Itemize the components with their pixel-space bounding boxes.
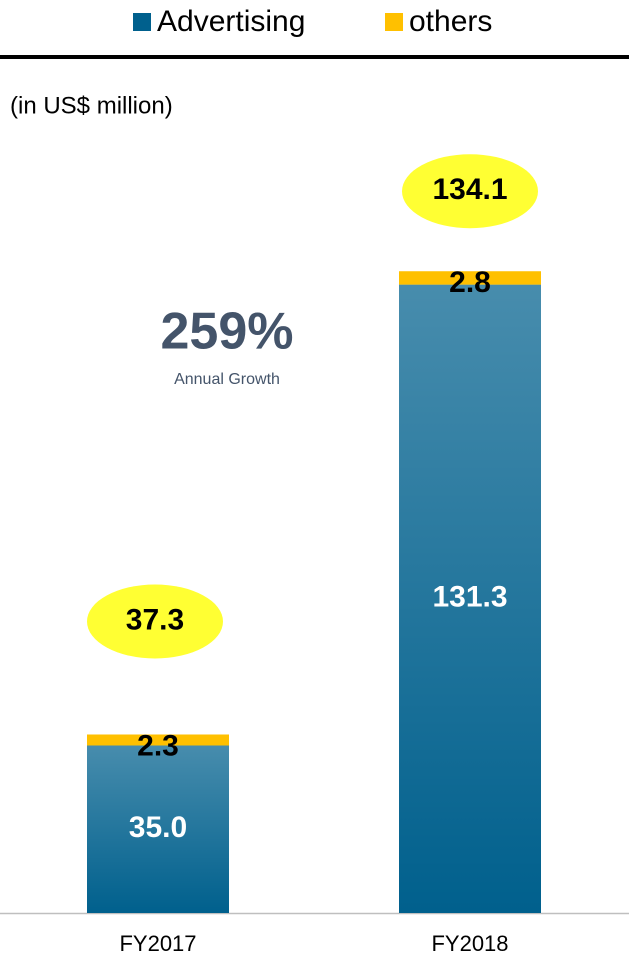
data-label: 2.3: [137, 729, 179, 762]
legend-label: Advertising: [157, 5, 305, 38]
data-label: 35.0: [129, 811, 187, 844]
bar-segment: [87, 734, 229, 746]
legend-swatch: [385, 13, 403, 31]
legend-label: others: [409, 5, 492, 38]
bar-shade: [399, 284, 541, 913]
x-tick-label: FY2018: [431, 931, 508, 956]
data-label: 2.8: [449, 266, 491, 299]
total-bubble: [402, 154, 538, 229]
x-tick-label: FY2017: [119, 931, 196, 956]
total-label: 37.3: [126, 603, 184, 636]
total-bubble: [87, 584, 223, 659]
bar-shade: [87, 745, 229, 913]
total-label: 134.1: [432, 173, 507, 206]
growth-caption: Annual Growth: [174, 371, 280, 388]
subtitle: (in US$ million): [10, 92, 173, 119]
bar-segment: [399, 271, 541, 285]
legend-swatch: [133, 13, 151, 31]
data-label: 131.3: [432, 581, 507, 614]
growth-value: 259%: [161, 303, 294, 361]
